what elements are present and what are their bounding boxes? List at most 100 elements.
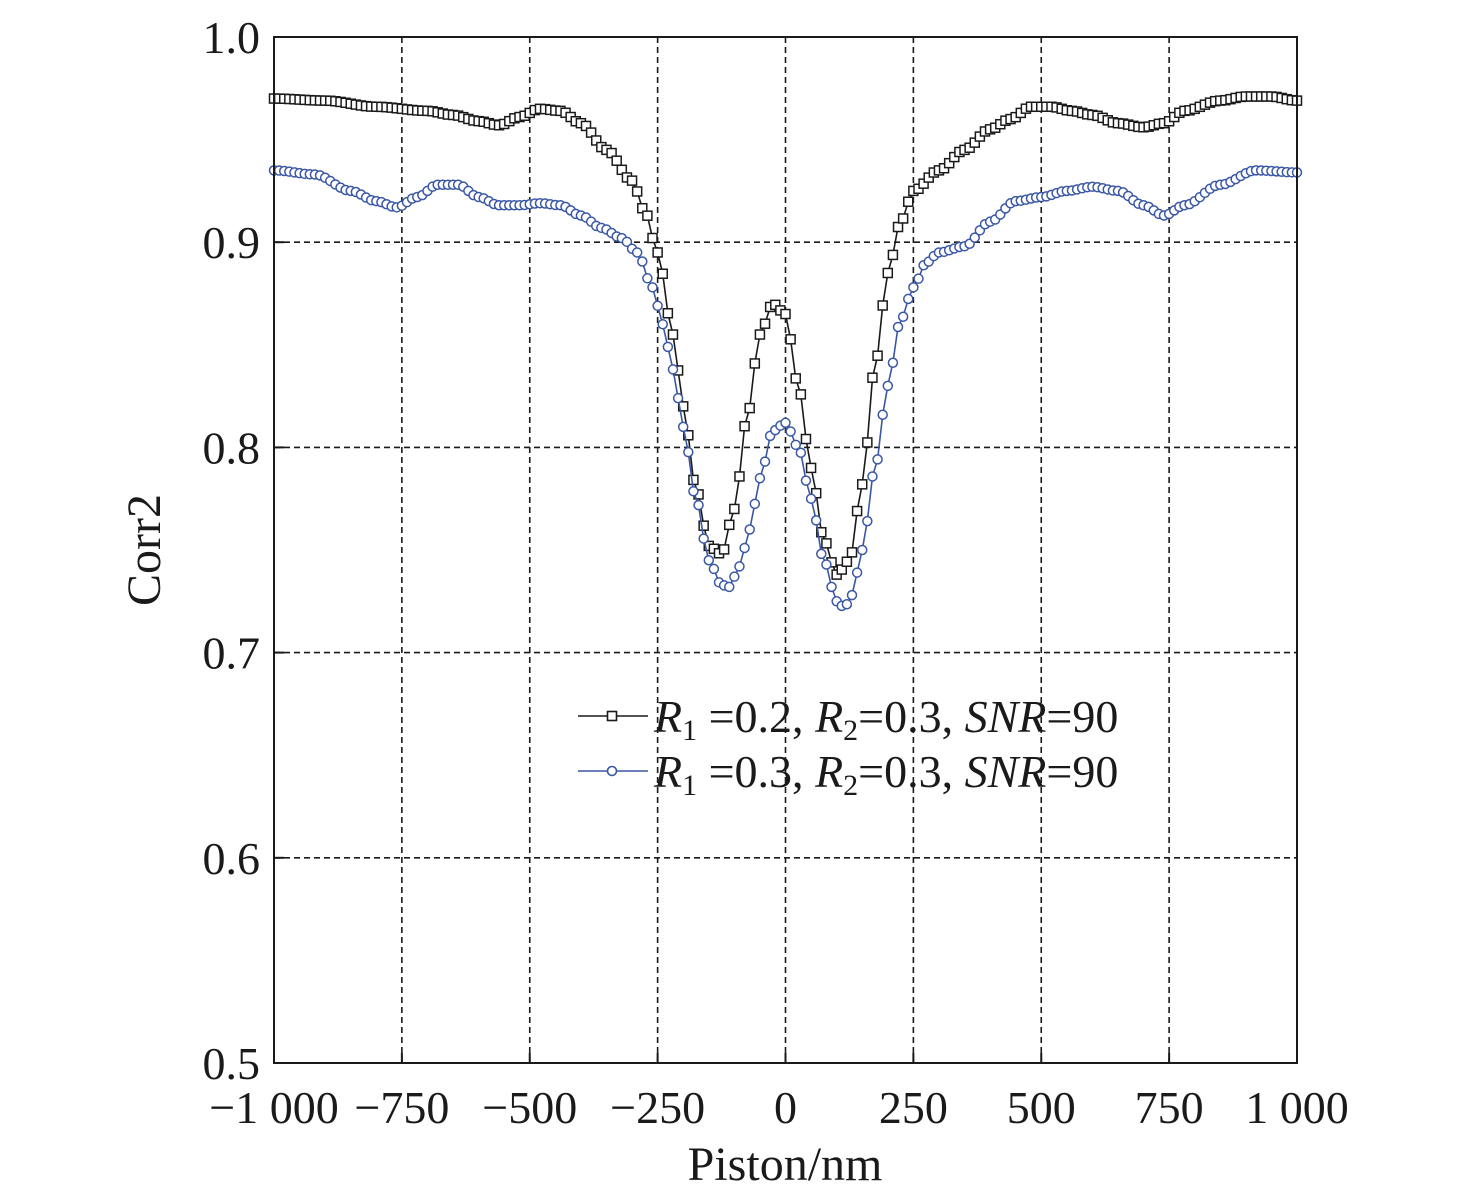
data-point: [887, 357, 899, 368]
data-point: [785, 334, 796, 345]
data-point: [892, 321, 904, 333]
data-point: [903, 293, 914, 305]
data-point: [780, 308, 791, 320]
data-point: [723, 581, 735, 593]
data-point: [846, 547, 858, 558]
data-point: [805, 462, 817, 474]
data-point: [708, 563, 720, 575]
data-point: [677, 401, 689, 412]
data-point: [867, 471, 878, 482]
data-point: [821, 538, 832, 549]
data-point: [785, 426, 796, 437]
data-point: [897, 311, 909, 323]
data-point: [642, 273, 653, 284]
series-1: [268, 91, 1303, 580]
data-point: [872, 454, 883, 465]
legend-2-r1-val: =0.3,: [697, 746, 815, 797]
data-point: [862, 437, 873, 448]
data-point: [826, 581, 837, 593]
x-tick-label: 500: [1007, 1082, 1076, 1133]
data-point: [851, 567, 863, 578]
x-tick-label: −750: [354, 1082, 449, 1133]
data-point: [856, 544, 868, 556]
data-point: [729, 503, 740, 515]
data-point: [816, 527, 827, 538]
series-2: [268, 165, 1303, 612]
legend-1-snr-var: SNR: [965, 691, 1047, 742]
x-tick-label: −1 000: [209, 1082, 338, 1133]
x-tick-label: 750: [1135, 1082, 1204, 1133]
data-point: [652, 247, 663, 258]
legend-1-r2-val: =0.3,: [858, 691, 964, 742]
data-point: [759, 456, 771, 467]
x-tick-label: 0: [774, 1082, 797, 1133]
x-tick-label: −250: [610, 1082, 705, 1133]
legend-2-r2-val: =0.3,: [858, 746, 964, 797]
legend-entry-series-1: R1 =0.2, R2=0.3, SNR=90: [578, 691, 1118, 747]
data-point: [683, 430, 694, 441]
series-layer: [268, 91, 1303, 612]
data-point: [744, 402, 755, 414]
data-point: [718, 544, 730, 555]
data-point: [652, 300, 663, 312]
data-point: [677, 421, 689, 433]
data-point: [667, 329, 679, 340]
data-point: [805, 493, 817, 504]
data-point: [877, 300, 888, 311]
legend-marker-series-1: [606, 710, 618, 722]
data-point: [754, 329, 766, 340]
data-point: [749, 498, 761, 510]
legend-1-r2-var: R: [814, 691, 843, 742]
y-tick-label: 0.8: [203, 422, 261, 473]
data-point: [647, 282, 658, 293]
legend-1-r1-val: =0.2,: [697, 691, 815, 742]
data-point: [790, 373, 801, 384]
y-axis-title: Corr2: [118, 494, 171, 606]
data-point: [657, 319, 668, 330]
data-point: [657, 268, 668, 279]
data-point: [821, 559, 832, 570]
legend-1-snr-val: =90: [1046, 691, 1118, 742]
legend-2-snr-val: =90: [1046, 746, 1118, 797]
data-point: [621, 236, 633, 248]
data-point: [703, 555, 715, 566]
data-point: [856, 479, 868, 490]
y-tick-label: 0.7: [203, 628, 261, 679]
y-tick-label: 0.9: [203, 217, 261, 268]
data-point: [611, 155, 622, 166]
data-point: [698, 520, 709, 531]
legend-label-series-1: R1 =0.2, R2=0.3, SNR=90: [653, 691, 1118, 747]
data-point: [867, 372, 878, 383]
data-point: [841, 599, 853, 610]
x-tick-label: 250: [879, 1082, 948, 1133]
data-point: [816, 548, 827, 560]
legend-2-r2-var: R: [814, 746, 843, 797]
data-point: [647, 232, 658, 244]
data-point: [754, 472, 766, 484]
data-point: [739, 420, 750, 432]
data-point: [795, 389, 807, 400]
data-point: [759, 318, 771, 329]
data-point: [913, 273, 924, 284]
data-point: [780, 417, 791, 429]
data-point: [662, 308, 674, 319]
data-point: [810, 515, 822, 526]
data-point: [897, 213, 909, 224]
data-point: [795, 447, 807, 458]
legend-1-r1-sub: 1: [682, 714, 697, 747]
data-point: [734, 561, 745, 572]
data-point: [631, 247, 643, 258]
legend-label-series-2: R1 =0.3, R2=0.3, SNR=90: [653, 746, 1118, 802]
y-tick-label: 1.0: [203, 12, 261, 63]
data-point: [631, 186, 643, 197]
data-point: [851, 505, 863, 517]
data-point: [800, 475, 812, 486]
data-point: [882, 267, 894, 279]
legend-entry-series-2: R1 =0.3, R2=0.3, SNR=90: [578, 746, 1118, 802]
data-point: [908, 282, 919, 293]
data-point: [846, 589, 858, 601]
data-point: [749, 358, 761, 369]
legend-1-r2-sub: 2: [843, 714, 858, 747]
y-tick-label: 0.5: [203, 1038, 261, 1089]
data-point: [698, 533, 709, 544]
